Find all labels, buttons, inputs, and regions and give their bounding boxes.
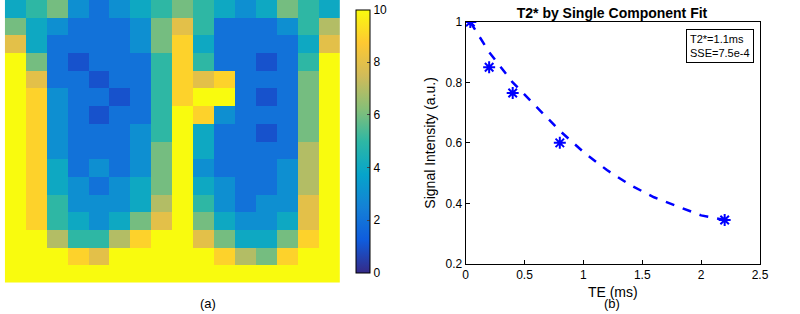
svg-text:6: 6 (373, 108, 380, 122)
svg-text:0: 0 (462, 268, 469, 282)
svg-text:0.5: 0.5 (516, 268, 533, 282)
svg-text:Signal Intensity (a.u.): Signal Intensity (a.u.) (422, 77, 438, 209)
svg-text:0.4: 0.4 (446, 197, 463, 211)
svg-text:TE (ms): TE (ms) (588, 284, 638, 300)
svg-text:0: 0 (373, 266, 380, 280)
svg-text:1: 1 (456, 15, 463, 29)
svg-text:(a): (a) (200, 296, 216, 311)
svg-text:2: 2 (373, 213, 380, 227)
svg-text:0.8: 0.8 (446, 76, 463, 90)
svg-text:0.2: 0.2 (446, 257, 463, 271)
svg-text:T2* by Single Component Fit: T2* by Single Component Fit (517, 5, 708, 21)
svg-text:1.5: 1.5 (634, 268, 651, 282)
svg-text:4: 4 (373, 161, 380, 175)
svg-text:2.5: 2.5 (752, 268, 769, 282)
svg-text:1: 1 (580, 268, 587, 282)
svg-text:2: 2 (698, 268, 705, 282)
svg-text:(b): (b) (604, 296, 620, 311)
svg-text:T2*=1.1msSSE=7.5e-4: T2*=1.1msSSE=7.5e-4 (690, 33, 750, 59)
svg-text:8: 8 (373, 55, 380, 69)
svg-text:10: 10 (373, 3, 387, 17)
svg-text:0.6: 0.6 (446, 136, 463, 150)
